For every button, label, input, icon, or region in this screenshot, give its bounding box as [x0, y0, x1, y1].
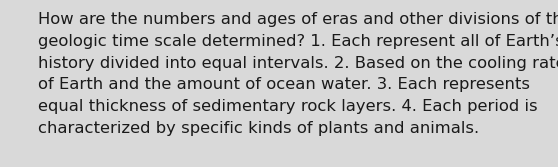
Text: geologic time scale determined? 1. Each represent all of Earth’s: geologic time scale determined? 1. Each …	[38, 34, 558, 49]
Text: characterized by specific kinds of plants and animals.: characterized by specific kinds of plant…	[38, 121, 479, 136]
Text: history divided into equal intervals. 2. Based on the cooling rate: history divided into equal intervals. 2.…	[38, 56, 558, 71]
Text: of Earth and the amount of ocean water. 3. Each represents: of Earth and the amount of ocean water. …	[38, 77, 530, 92]
Text: How are the numbers and ages of eras and other divisions of the: How are the numbers and ages of eras and…	[38, 12, 558, 27]
Text: equal thickness of sedimentary rock layers. 4. Each period is: equal thickness of sedimentary rock laye…	[38, 99, 537, 114]
